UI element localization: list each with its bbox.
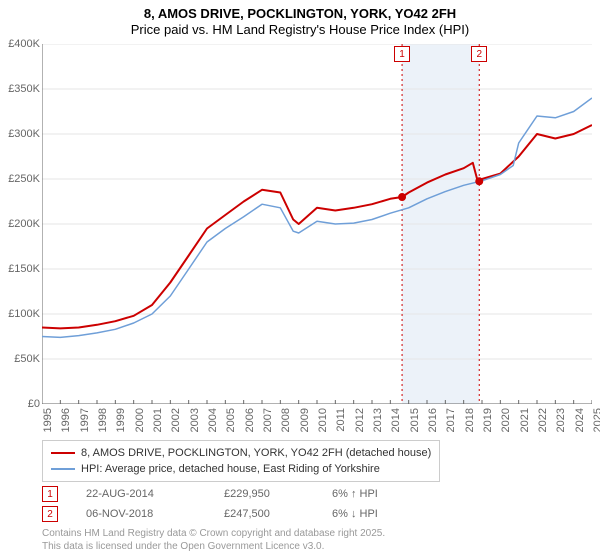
sale-price: £229,950 <box>224 488 304 500</box>
chart-title-block: 8, AMOS DRIVE, POCKLINGTON, YORK, YO42 2… <box>0 0 600 39</box>
x-axis-label: 2003 <box>189 408 201 432</box>
sale-marker-box: 2 <box>471 46 487 62</box>
sale-date: 22-AUG-2014 <box>86 488 196 500</box>
y-axis-label: £50K <box>0 353 40 365</box>
sale-hpi-delta: 6% ↑ HPI <box>332 488 422 500</box>
sale-row: 2 06-NOV-2018 £247,500 6% ↓ HPI <box>42 504 422 524</box>
x-axis-label: 2004 <box>207 408 219 432</box>
x-axis-label: 2000 <box>134 408 146 432</box>
sale-price: £247,500 <box>224 508 304 520</box>
x-axis-label: 1997 <box>79 408 91 432</box>
x-axis-label: 1995 <box>42 408 54 432</box>
legend-item: 8, AMOS DRIVE, POCKLINGTON, YORK, YO42 2… <box>51 445 431 461</box>
x-axis-label: 2007 <box>262 408 274 432</box>
sale-number-box: 1 <box>42 486 58 502</box>
y-axis-label: £200K <box>0 218 40 230</box>
footer-line-1: Contains HM Land Registry data © Crown c… <box>42 528 385 541</box>
x-axis-label: 2016 <box>427 408 439 432</box>
x-axis-label: 2013 <box>372 408 384 432</box>
legend-label: 8, AMOS DRIVE, POCKLINGTON, YORK, YO42 2… <box>81 445 431 461</box>
chart-svg <box>42 44 592 404</box>
legend-item: HPI: Average price, detached house, East… <box>51 461 431 477</box>
sale-marker-box: 1 <box>394 46 410 62</box>
x-axis-label: 2015 <box>409 408 421 432</box>
x-axis-label: 2001 <box>152 408 164 432</box>
legend-swatch <box>51 452 75 454</box>
x-axis-label: 2006 <box>244 408 256 432</box>
legend: 8, AMOS DRIVE, POCKLINGTON, YORK, YO42 2… <box>42 440 440 482</box>
x-axis-label: 1999 <box>115 408 127 432</box>
price-chart: £0£50K£100K£150K£200K£250K£300K£350K£400… <box>42 44 592 404</box>
x-axis-label: 2010 <box>317 408 329 432</box>
x-axis-label: 2009 <box>299 408 311 432</box>
x-axis-label: 2005 <box>225 408 237 432</box>
y-axis-label: £100K <box>0 308 40 320</box>
sale-hpi-delta: 6% ↓ HPI <box>332 508 422 520</box>
y-axis-label: £350K <box>0 83 40 95</box>
x-axis-label: 2011 <box>335 408 347 432</box>
x-axis-label: 2008 <box>280 408 292 432</box>
chart-title-main: 8, AMOS DRIVE, POCKLINGTON, YORK, YO42 2… <box>0 6 600 22</box>
sale-number-box: 2 <box>42 506 58 522</box>
y-axis-label: £300K <box>0 128 40 140</box>
x-axis-label: 2018 <box>464 408 476 432</box>
x-axis-label: 2020 <box>500 408 512 432</box>
y-axis-label: £250K <box>0 173 40 185</box>
y-axis-label: £400K <box>0 38 40 50</box>
x-axis-label: 2012 <box>354 408 366 432</box>
x-axis-label: 2024 <box>574 408 586 432</box>
legend-label: HPI: Average price, detached house, East… <box>81 461 380 477</box>
x-axis-label: 1998 <box>97 408 109 432</box>
chart-title-sub: Price paid vs. HM Land Registry's House … <box>0 22 600 38</box>
legend-swatch <box>51 468 75 470</box>
x-axis-label: 2023 <box>555 408 567 432</box>
sale-date: 06-NOV-2018 <box>86 508 196 520</box>
footer: Contains HM Land Registry data © Crown c… <box>42 528 385 553</box>
x-axis-label: 2002 <box>170 408 182 432</box>
y-axis-label: £0 <box>0 398 40 410</box>
x-axis-label: 2022 <box>537 408 549 432</box>
x-axis-label: 2021 <box>519 408 531 432</box>
x-axis-label: 2019 <box>482 408 494 432</box>
x-axis-label: 2014 <box>390 408 402 432</box>
y-axis-label: £150K <box>0 263 40 275</box>
x-axis-label: 2025 <box>592 408 600 432</box>
sale-list: 1 22-AUG-2014 £229,950 6% ↑ HPI 2 06-NOV-2018… <box>42 484 422 524</box>
x-axis-label: 2017 <box>445 408 457 432</box>
sale-row: 1 22-AUG-2014 £229,950 6% ↑ HPI <box>42 484 422 504</box>
x-axis-label: 1996 <box>60 408 72 432</box>
footer-line-2: This data is licensed under the Open Gov… <box>42 541 385 554</box>
